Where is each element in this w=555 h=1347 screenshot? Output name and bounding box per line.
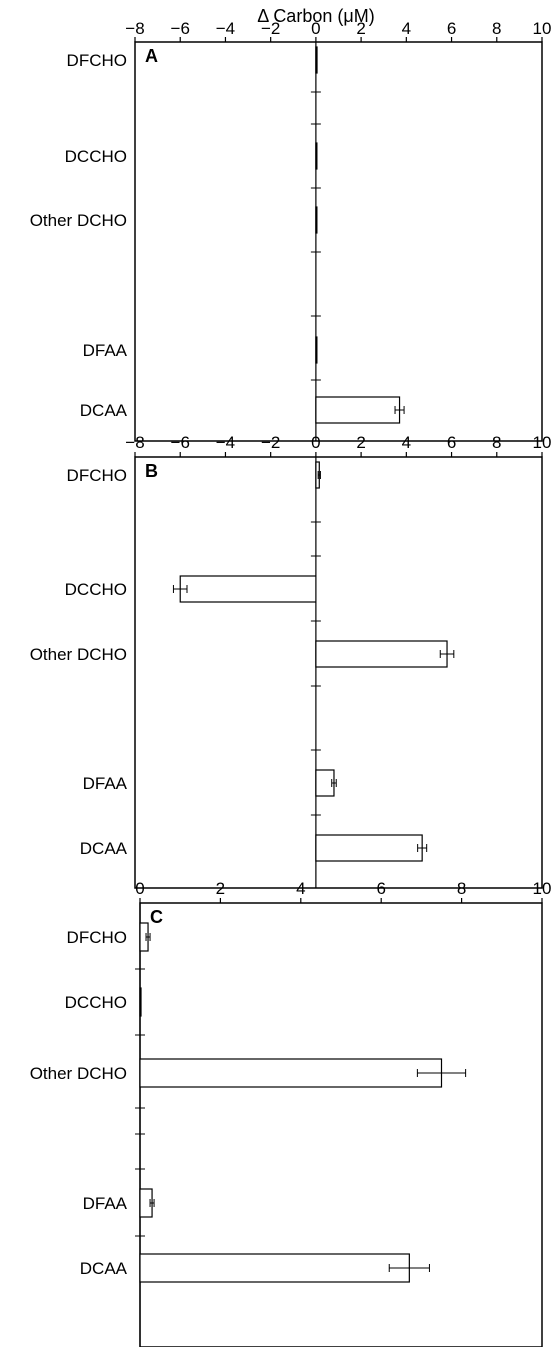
x-tick-label: 4: [402, 19, 411, 38]
bar: [139, 1253, 410, 1283]
x-tick-label: −8: [125, 433, 144, 452]
x-tick-label: −2: [261, 433, 280, 452]
bar: [315, 336, 318, 364]
category-label: DFAA: [83, 1194, 128, 1213]
x-tick-label: −2: [261, 19, 280, 38]
x-tick-label: 2: [356, 19, 365, 38]
x-tick-label: −6: [171, 19, 190, 38]
panel-a: −8 −6 −4 −2 0 2 4 6 8 10 A DFCHO DCCHO Other DCHO DFAA…: [30, 19, 552, 442]
x-tick-label: 0: [135, 879, 144, 898]
category-label: DCAA: [80, 1259, 128, 1278]
category-label: DCAA: [80, 401, 128, 420]
category-label: DFCHO: [67, 466, 127, 485]
x-tick-label: 8: [492, 19, 501, 38]
bar: [315, 142, 318, 170]
bar: [315, 46, 318, 74]
bar: [315, 834, 423, 862]
panel-c: 0 2 4 6 8 10 C DFCHO DCCHO Other DCHO DFAA DCAA: [30, 879, 552, 1347]
bar: [179, 575, 317, 603]
panel-label: B: [145, 461, 158, 481]
bar: [315, 396, 401, 424]
x-tick-label: −4: [216, 433, 235, 452]
x-tick-label: 10: [533, 19, 552, 38]
x-tick-label: 4: [402, 433, 411, 452]
x-tick-label: −6: [171, 433, 190, 452]
bar: [315, 640, 448, 668]
plot-frame: [134, 456, 543, 889]
plot-frame: [134, 41, 543, 442]
category-label: DCCHO: [65, 993, 127, 1012]
category-label: Other DCHO: [30, 211, 127, 230]
bar: [315, 206, 318, 234]
category-label: DFAA: [83, 341, 128, 360]
category-label: Other DCHO: [30, 645, 127, 664]
category-label: DCAA: [80, 839, 128, 858]
x-tick-label: 4: [296, 879, 305, 898]
x-tick-label: 6: [447, 19, 456, 38]
x-tick-label: 10: [533, 879, 552, 898]
category-label: DFAA: [83, 774, 128, 793]
x-tick-label: 2: [216, 879, 225, 898]
panel-label: C: [150, 907, 163, 927]
x-tick-label: 2: [356, 433, 365, 452]
bar: [139, 1058, 443, 1088]
x-tick-label: 8: [492, 433, 501, 452]
category-label: Other DCHO: [30, 1064, 127, 1083]
x-tick-label: 0: [311, 19, 320, 38]
category-label: DCCHO: [65, 580, 127, 599]
x-tick-label: 6: [376, 879, 385, 898]
x-tick-label: 8: [457, 879, 466, 898]
x-tick-label: −8: [125, 19, 144, 38]
panel-b: −8 −6 −4 −2 0 2 4 6 8 10 B DFCHO DCCHO Other DCHO DFAA…: [30, 433, 552, 889]
x-tick-label: 6: [447, 433, 456, 452]
category-label: DFCHO: [67, 928, 127, 947]
x-axis-title: Δ Carbon (μM): [257, 6, 374, 26]
panel-label: A: [145, 46, 158, 66]
category-label: DFCHO: [67, 51, 127, 70]
bar: [139, 987, 142, 1017]
category-label: DCCHO: [65, 147, 127, 166]
x-tick-label: 0: [311, 433, 320, 452]
x-tick-label: 10: [533, 433, 552, 452]
x-tick-label: −4: [216, 19, 235, 38]
